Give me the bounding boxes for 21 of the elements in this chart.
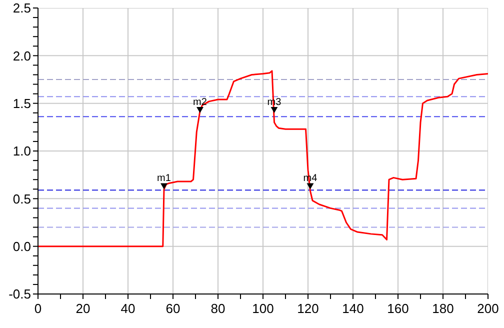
x-tick-label: 160 [387, 301, 409, 316]
y-tick-label: 0.0 [12, 238, 31, 254]
x-tick-label: 60 [166, 301, 180, 316]
x-tick-label: 100 [252, 301, 274, 316]
x-tick-label: 180 [432, 301, 454, 316]
x-tick-label: 120 [297, 301, 319, 316]
annotation: m1 [157, 173, 172, 184]
y-tick-label: 1.5 [12, 96, 31, 111]
x-tick-label: 80 [210, 301, 226, 316]
line-series [38, 70, 488, 248]
y-tick-label: 0.5 [12, 191, 31, 206]
x-tick-label: 40 [120, 301, 136, 316]
x-tick-label: 140 [342, 301, 364, 316]
x-tick-label: 20 [76, 301, 90, 316]
y-tick-label: -0.5 [8, 286, 31, 302]
x-tick-label: 200 [477, 301, 499, 316]
x-tick-label: 0 [34, 301, 42, 316]
y-tick-label: 2.5 [12, 0, 31, 16]
y-tick-label: 1.0 [12, 144, 31, 159]
y-tick-label: 2.0 [12, 48, 31, 64]
annotation: m2 [193, 96, 208, 108]
